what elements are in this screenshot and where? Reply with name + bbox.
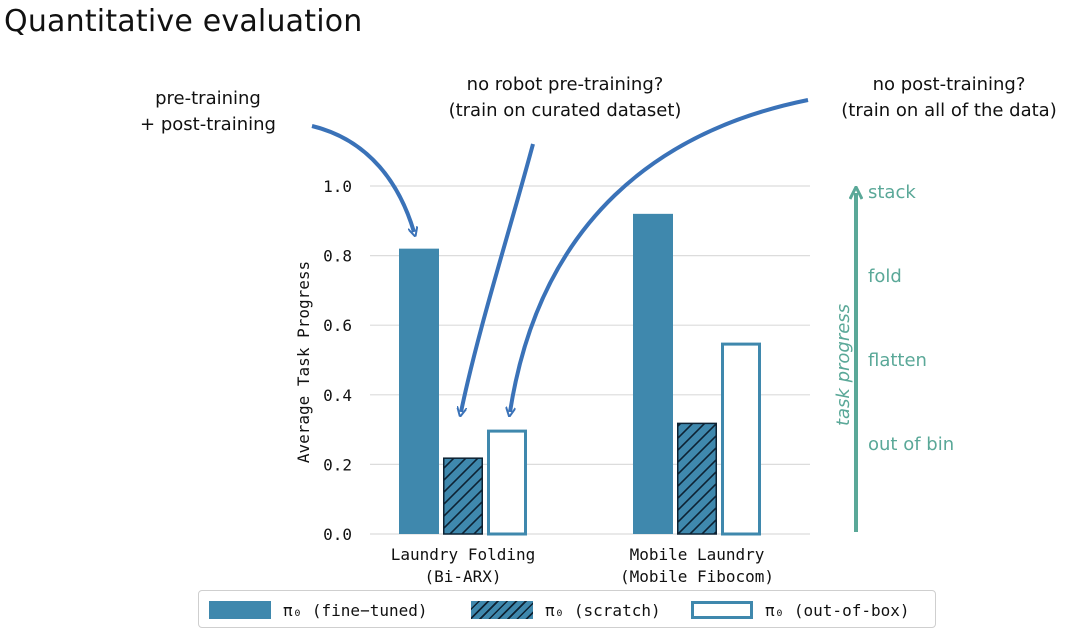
- annotation-no-post-training: no post-training? (train on all of the d…: [818, 72, 1080, 124]
- legend-item-fine-tuned: π₀ (fine−tuned): [209, 599, 428, 621]
- x-category-label: (Mobile Fibocom): [620, 567, 774, 586]
- legend-swatch-outline: [691, 601, 753, 619]
- y-tick-label: 0.8: [323, 247, 352, 266]
- bar-outline-mobile-laundry: [721, 342, 761, 536]
- legend-item-scratch: π₀ (scratch): [471, 599, 661, 621]
- annotation-arrows: [311, 98, 809, 412]
- x-category-label: Mobile Laundry: [630, 545, 765, 564]
- annotation-line: no robot pre-training?: [466, 74, 664, 95]
- annotation-no-robot-pretraining: no robot pre-training? (train on curated…: [420, 72, 710, 124]
- chart-legend: π₀ (fine−tuned) π₀ (scratch) π₀ (out-of-…: [198, 590, 936, 628]
- legend-label: π₀ (out-of-box): [765, 600, 910, 620]
- legend-label: π₀ (scratch): [545, 600, 661, 620]
- y-tick-label: 1.0: [323, 177, 352, 196]
- bar-filled-laundry-folding: [399, 248, 439, 534]
- y-tick-label: 0.0: [323, 525, 352, 544]
- task-level-out-of-bin: out of bin: [868, 434, 954, 455]
- bar-outline-laundry-folding: [487, 429, 527, 536]
- arrow-no-post: [510, 98, 809, 412]
- arrow-no-robot: [461, 143, 535, 412]
- legend-label: π₀ (fine−tuned): [283, 600, 428, 620]
- annotation-line: pre-training: [155, 88, 261, 109]
- task-progress-scale: task progress stack fold flatten out of …: [833, 182, 954, 532]
- task-level-fold: fold: [868, 266, 902, 287]
- annotation-line: + post-training: [140, 114, 276, 135]
- legend-item-out-of-box: π₀ (out-of-box): [691, 599, 910, 621]
- x-category-label: (Bi-ARX): [424, 567, 501, 586]
- y-tick-label: 0.6: [323, 316, 352, 335]
- y-tick-label: 0.2: [323, 455, 352, 474]
- bar-hatched-laundry-folding: [443, 457, 483, 535]
- annotation-line: (train on curated dataset): [448, 100, 682, 121]
- task-level-stack: stack: [868, 182, 916, 203]
- legend-swatch-hatched: [471, 601, 533, 619]
- y-tick-label: 0.4: [323, 386, 352, 405]
- bar-filled-mobile-laundry: [633, 213, 673, 534]
- task-progress-title: task progress: [833, 304, 854, 426]
- annotation-pre-post-training: pre-training + post-training: [118, 86, 298, 138]
- arrow-pre-post: [311, 124, 414, 232]
- y-axis-label: Average Task Progress: [294, 261, 313, 463]
- legend-swatch-filled: [209, 601, 271, 619]
- task-level-flatten: flatten: [868, 350, 927, 371]
- annotation-line: (train on all of the data): [841, 100, 1057, 121]
- x-category-label: Laundry Folding: [391, 545, 536, 564]
- slide-title: Quantitative evaluation: [4, 4, 363, 39]
- bar-hatched-mobile-laundry: [677, 422, 717, 535]
- annotation-line: no post-training?: [872, 74, 1026, 95]
